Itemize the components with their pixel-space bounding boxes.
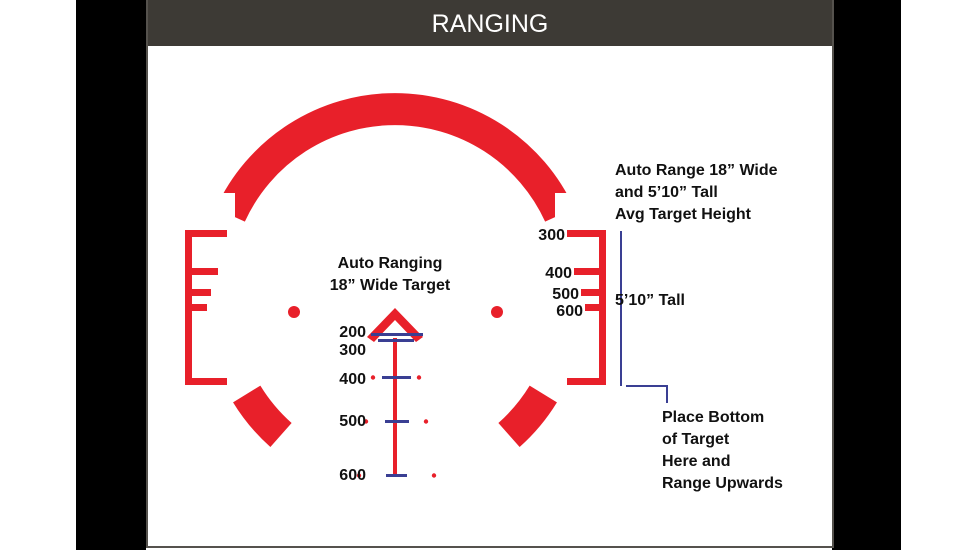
target-height-marker xyxy=(620,231,668,403)
bottom-note-line1: Place Bottom xyxy=(662,409,764,426)
height-label: 5’10” Tall xyxy=(615,292,685,309)
chevron-reticle xyxy=(356,308,437,478)
bottom-note-line2: of Target xyxy=(662,431,730,448)
bracket-note-line3: Avg Target Height xyxy=(615,206,752,223)
ring-top-arc xyxy=(215,93,575,222)
center-title-line1: Auto Ranging xyxy=(338,255,443,272)
left-bracket xyxy=(185,230,227,385)
bracket-range-label: 300 xyxy=(538,227,565,244)
bracket-note-line2: and 5’10” Tall xyxy=(615,184,718,201)
bracket-range-label: 500 xyxy=(552,286,579,303)
range-label: 200 xyxy=(339,324,366,341)
left-dot xyxy=(288,306,300,318)
right-border xyxy=(832,0,901,550)
bracket-note-line1: Auto Range 18” Wide xyxy=(615,162,778,179)
bottom-note-line3: Here and xyxy=(662,453,730,470)
panel-title: RANGING xyxy=(148,0,832,46)
bracket-range-label: 400 xyxy=(545,265,572,282)
range-label: 600 xyxy=(339,467,366,484)
ring-bottom-right-arc xyxy=(498,385,557,447)
range-label: 400 xyxy=(339,371,366,388)
range-label: 500 xyxy=(339,413,366,430)
center-title-line2: 18” Wide Target xyxy=(330,277,451,294)
range-label: 300 xyxy=(339,342,366,359)
right-bracket xyxy=(567,230,606,385)
bottom-note-line4: Range Upwards xyxy=(662,475,783,492)
ring-bottom-left-arc xyxy=(233,385,292,447)
left-border xyxy=(76,0,146,550)
right-dot xyxy=(491,306,503,318)
bracket-range-label: 600 xyxy=(556,303,583,320)
